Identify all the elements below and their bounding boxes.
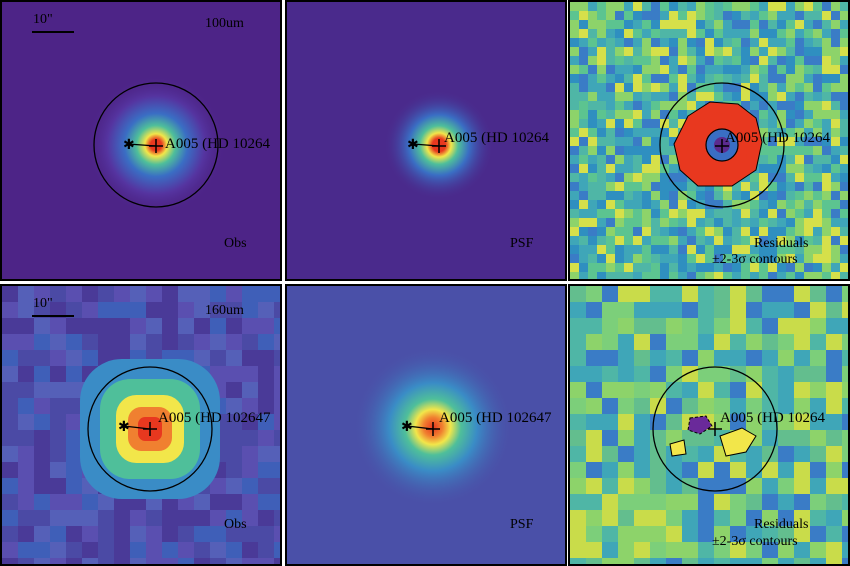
- target-label: A005 (HD 10264: [165, 136, 270, 152]
- scale-bar-label: 10": [33, 12, 53, 27]
- panel-caption: Obs: [224, 517, 247, 532]
- panel-caption: Residuals: [754, 517, 809, 532]
- band-label: 100um: [205, 16, 244, 31]
- target-label: A005 (HD 10264: [725, 130, 830, 146]
- target-label: A005 (HD 102647: [439, 410, 552, 426]
- panel-160um-psf: ✱ A005 (HD 102647 PSF: [285, 284, 567, 566]
- target-label: A005 (HD 10264: [444, 130, 549, 146]
- target-label: A005 (HD 10264: [720, 410, 825, 426]
- panel-100um-psf: ✱ A005 (HD 10264 PSF: [285, 0, 567, 281]
- panel-160um-obs: ✱ 10" 160um A005 (HD 102647 Obs: [0, 284, 282, 566]
- panel-caption: PSF: [510, 517, 534, 532]
- target-label: A005 (HD 102647: [158, 410, 271, 426]
- scale-bar-label: 10": [33, 296, 53, 311]
- panel-100um-obs: ✱ 10" 100um A005 (HD 10264 Obs: [0, 0, 282, 281]
- panel-100um-residual: A005 (HD 10264 Residuals ±2-3σ contours: [568, 0, 850, 281]
- band-label: 160um: [205, 303, 244, 318]
- panel-caption-contours: ±2-3σ contours: [712, 534, 798, 549]
- psf-image-100: [287, 2, 565, 279]
- panel-caption: Obs: [224, 236, 247, 251]
- panel-caption: Residuals: [754, 236, 809, 251]
- psf-image-160: [287, 286, 565, 564]
- panel-caption-contours: ±2-3σ contours: [712, 252, 798, 267]
- panel-caption: PSF: [510, 236, 534, 251]
- panel-160um-residual: A005 (HD 10264 Residuals ±2-3σ contours: [568, 284, 850, 566]
